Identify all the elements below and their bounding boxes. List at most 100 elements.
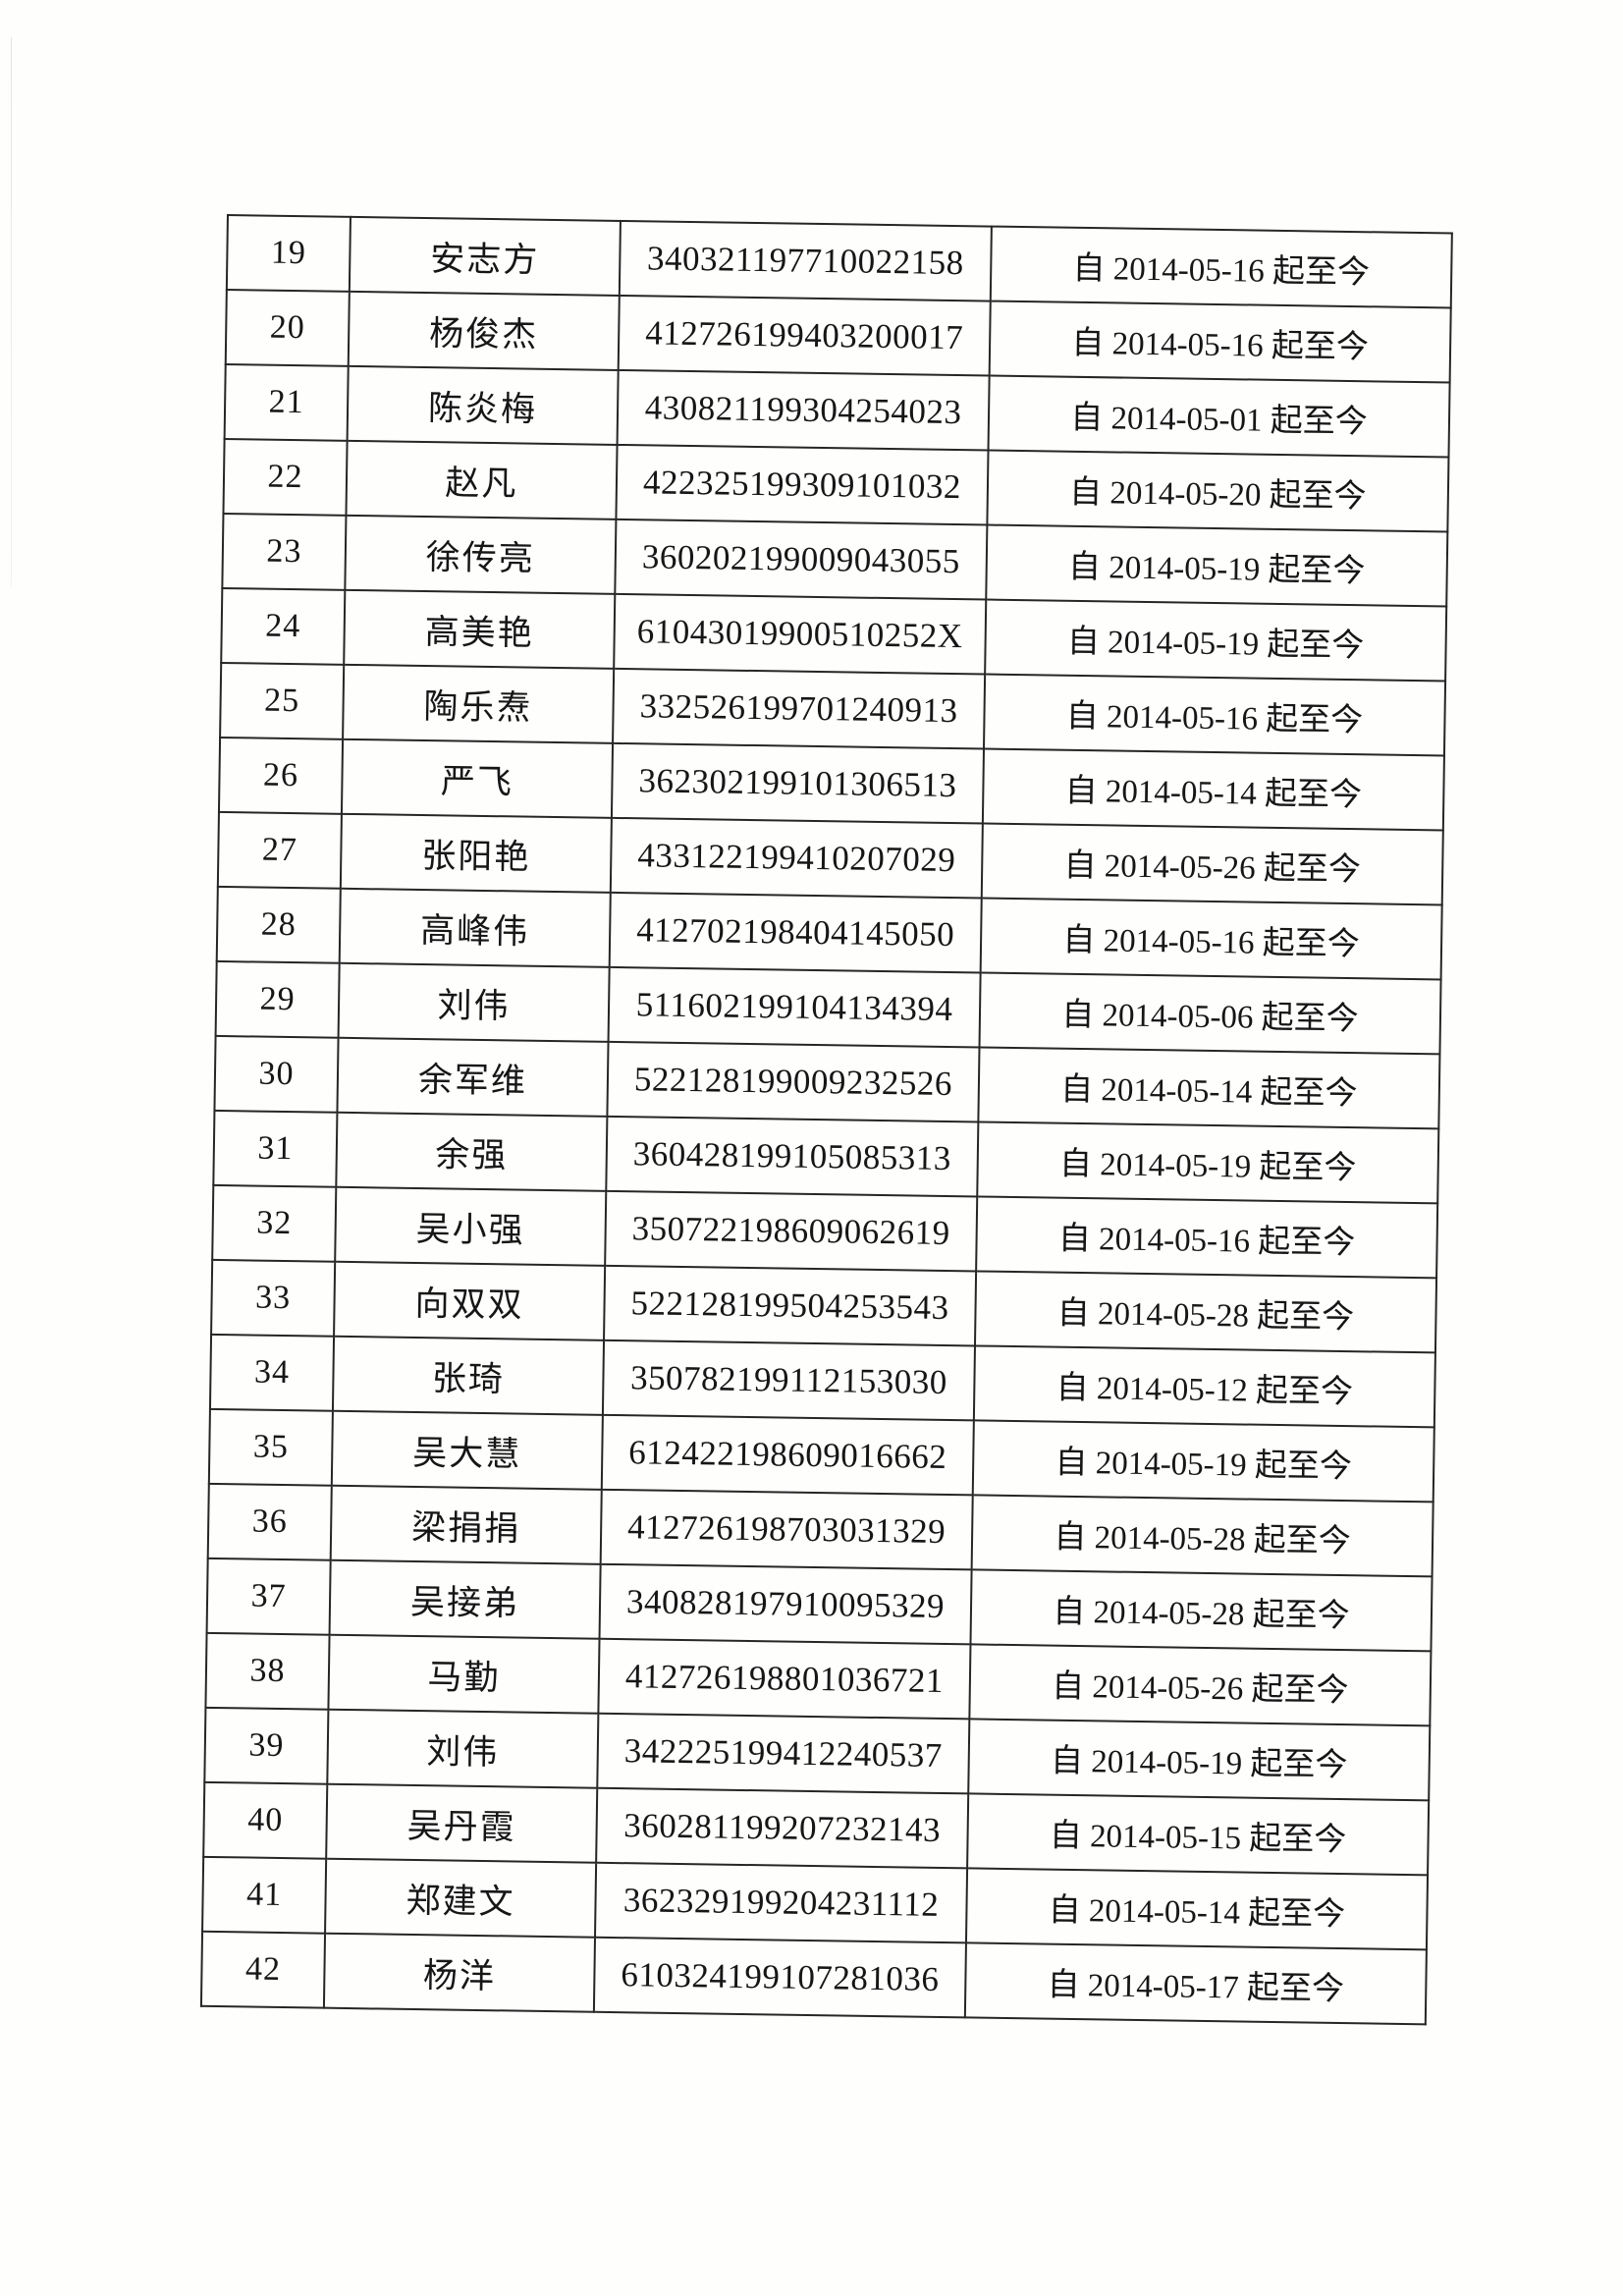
person-name-cell: 吴接弟 bbox=[329, 1559, 601, 1639]
person-name-cell: 赵凡 bbox=[346, 440, 618, 519]
id-number-cell: 433122199410207029 bbox=[610, 817, 983, 899]
validity-period-cell: 自 2014-05-19 起至今 bbox=[977, 1121, 1439, 1204]
id-number-cell: 430821199304254023 bbox=[617, 369, 990, 451]
row-index-cell: 34 bbox=[209, 1334, 335, 1411]
validity-period-cell: 自 2014-05-26 起至今 bbox=[981, 823, 1443, 905]
id-number-cell: 412726198801036721 bbox=[598, 1638, 971, 1720]
row-index-cell: 32 bbox=[212, 1184, 337, 1262]
row-index-cell: 39 bbox=[204, 1707, 329, 1784]
person-name-cell: 杨洋 bbox=[323, 1933, 596, 2012]
row-index-cell: 23 bbox=[222, 513, 347, 590]
validity-period-cell: 自 2014-05-06 起至今 bbox=[979, 972, 1441, 1055]
row-index-cell: 28 bbox=[216, 886, 341, 963]
id-number-cell: 340321197710022158 bbox=[619, 220, 992, 301]
row-index-cell: 37 bbox=[206, 1558, 331, 1635]
person-name-cell: 吴小强 bbox=[335, 1186, 607, 1266]
person-name-cell: 马勤 bbox=[328, 1634, 600, 1714]
id-number-cell: 422325199309101032 bbox=[616, 444, 989, 525]
roster-table: 19 安志方 340321197710022158 自 2014-05-16 起… bbox=[200, 214, 1453, 2025]
validity-period-cell: 自 2014-05-19 起至今 bbox=[972, 1420, 1434, 1503]
row-index-cell: 20 bbox=[225, 290, 350, 366]
row-index-cell: 24 bbox=[221, 587, 346, 665]
id-number-cell: 522128199504253543 bbox=[604, 1265, 977, 1346]
person-name-cell: 梁捐捐 bbox=[330, 1485, 602, 1564]
row-index-cell: 41 bbox=[202, 1856, 327, 1934]
id-number-cell: 350782199112153030 bbox=[602, 1339, 975, 1421]
person-name-cell: 余强 bbox=[336, 1112, 608, 1191]
row-index-cell: 36 bbox=[207, 1483, 332, 1560]
row-index-cell: 19 bbox=[226, 215, 351, 292]
id-number-cell: 612422198609016662 bbox=[601, 1414, 974, 1496]
row-index-cell: 25 bbox=[220, 662, 345, 739]
validity-period-cell: 自 2014-05-20 起至今 bbox=[987, 450, 1449, 532]
row-index-cell: 38 bbox=[205, 1632, 330, 1710]
validity-period-cell: 自 2014-05-28 起至今 bbox=[971, 1495, 1434, 1577]
row-index-cell: 42 bbox=[200, 1931, 326, 2008]
person-name-cell: 张阳艳 bbox=[340, 813, 612, 893]
validity-period-cell: 自 2014-05-14 起至今 bbox=[978, 1047, 1440, 1129]
person-name-cell: 徐传亮 bbox=[345, 515, 617, 594]
id-number-cell: 412726198703031329 bbox=[600, 1489, 973, 1570]
id-number-cell: 610324199107281036 bbox=[593, 1937, 966, 2018]
validity-period-cell: 自 2014-05-19 起至今 bbox=[968, 1719, 1431, 1801]
validity-period-cell: 自 2014-05-28 起至今 bbox=[970, 1569, 1433, 1652]
id-number-cell: 360202199009043055 bbox=[615, 519, 988, 600]
id-number-cell: 340828197910095329 bbox=[599, 1563, 972, 1645]
row-index-cell: 29 bbox=[215, 960, 340, 1038]
table-body: 19 安志方 340321197710022158 自 2014-05-16 起… bbox=[200, 215, 1452, 2025]
id-number-cell: 61043019900510252X bbox=[614, 593, 987, 675]
person-name-cell: 陶乐焘 bbox=[343, 664, 615, 743]
validity-period-cell: 自 2014-05-14 起至今 bbox=[965, 1868, 1429, 1950]
id-number-cell: 332526199701240913 bbox=[613, 668, 986, 749]
validity-period-cell: 自 2014-05-14 起至今 bbox=[982, 748, 1444, 831]
person-name-cell: 刘伟 bbox=[327, 1709, 599, 1788]
validity-period-cell: 自 2014-05-16 起至今 bbox=[976, 1196, 1438, 1279]
person-name-cell: 陈炎梅 bbox=[347, 365, 619, 445]
person-name-cell: 安志方 bbox=[349, 216, 621, 296]
validity-period-cell: 自 2014-05-15 起至今 bbox=[967, 1793, 1430, 1876]
row-index-cell: 30 bbox=[214, 1035, 339, 1113]
validity-period-cell: 自 2014-05-19 起至今 bbox=[985, 599, 1447, 682]
validity-period-cell: 自 2014-05-19 起至今 bbox=[986, 524, 1448, 607]
row-index-cell: 31 bbox=[213, 1110, 338, 1187]
validity-period-cell: 自 2014-05-28 起至今 bbox=[974, 1271, 1437, 1353]
person-name-cell: 向双双 bbox=[334, 1261, 606, 1340]
person-name-cell: 余军维 bbox=[337, 1037, 609, 1117]
id-number-cell: 360281199207232143 bbox=[596, 1787, 969, 1869]
person-name-cell: 吴丹霞 bbox=[326, 1783, 598, 1863]
validity-period-cell: 自 2014-05-01 起至今 bbox=[988, 375, 1450, 458]
row-index-cell: 33 bbox=[211, 1259, 336, 1337]
id-number-cell: 350722198609062619 bbox=[605, 1190, 978, 1272]
row-index-cell: 21 bbox=[224, 363, 349, 441]
validity-period-cell: 自 2014-05-16 起至今 bbox=[980, 898, 1442, 980]
validity-period-cell: 自 2014-05-17 起至今 bbox=[964, 1942, 1427, 2025]
person-name-cell: 高美艳 bbox=[344, 589, 616, 669]
row-index-cell: 22 bbox=[223, 438, 348, 516]
validity-period-cell: 自 2014-05-16 起至今 bbox=[984, 674, 1446, 756]
person-name-cell: 张琦 bbox=[332, 1336, 605, 1415]
id-number-cell: 362329199204231112 bbox=[595, 1862, 968, 1943]
person-name-cell: 吴大慧 bbox=[331, 1410, 603, 1490]
person-name-cell: 刘伟 bbox=[338, 962, 610, 1042]
row-index-cell: 27 bbox=[217, 811, 342, 889]
validity-period-cell: 自 2014-05-26 起至今 bbox=[969, 1644, 1432, 1726]
id-number-cell: 522128199009232526 bbox=[607, 1041, 980, 1122]
id-number-cell: 412726199403200017 bbox=[618, 295, 991, 376]
validity-period-cell: 自 2014-05-16 起至今 bbox=[990, 226, 1452, 308]
id-number-cell: 360428199105085313 bbox=[606, 1116, 979, 1197]
person-name-cell: 郑建文 bbox=[325, 1858, 597, 1938]
id-number-cell: 412702198404145050 bbox=[609, 892, 982, 973]
row-index-cell: 40 bbox=[203, 1781, 328, 1859]
person-name-cell: 严飞 bbox=[341, 738, 614, 818]
row-index-cell: 35 bbox=[208, 1408, 333, 1486]
id-number-cell: 362302199101306513 bbox=[611, 742, 985, 824]
validity-period-cell: 自 2014-05-16 起至今 bbox=[989, 301, 1451, 383]
person-name-cell: 高峰伟 bbox=[339, 888, 611, 967]
validity-period-cell: 自 2014-05-12 起至今 bbox=[973, 1345, 1435, 1428]
id-number-cell: 342225199412240537 bbox=[597, 1713, 970, 1794]
person-name-cell: 杨俊杰 bbox=[348, 291, 620, 370]
row-index-cell: 26 bbox=[218, 737, 344, 814]
id-number-cell: 511602199104134394 bbox=[608, 966, 981, 1048]
